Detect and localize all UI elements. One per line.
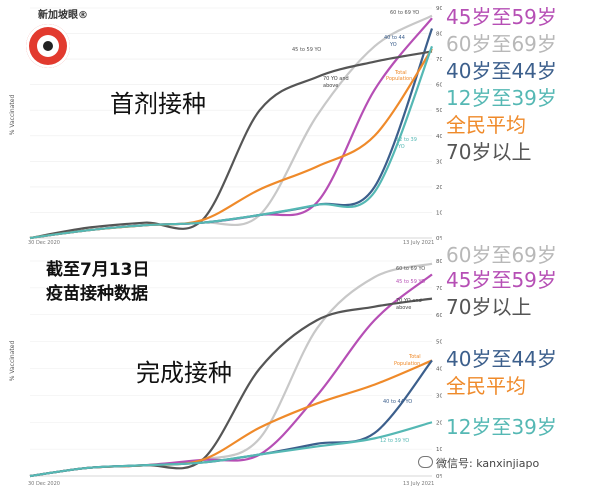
y-tick-label: 80% xyxy=(436,32,442,38)
legend-item: 70岁以上 xyxy=(446,295,532,319)
first-dose-chart: % Vaccinated 0% 10% 20% 30% 40% 50% 60% 70% 80% 9… xyxy=(0,0,442,251)
legend-item: 全民平均 xyxy=(446,113,526,137)
y-tick-label: 90% xyxy=(436,6,442,12)
label-70-b: above xyxy=(396,305,411,311)
first-dose-chart-svg: % Vaccinated 0% 10% 20% 30% 40% 50% 60% 70% 80% 9… xyxy=(9,6,442,246)
legend-item: 45岁至59岁 xyxy=(446,5,557,29)
label-total-b: Population xyxy=(386,76,412,82)
full-dose-chart-svg: % Vaccinated 0%10%20%30%40%50%60%70%80% … xyxy=(9,259,442,487)
label-total-b: Population xyxy=(394,361,420,367)
series-line-12-to-39-yo xyxy=(29,421,433,478)
series-line-total-population xyxy=(29,48,433,240)
y-tick-label: 70% xyxy=(436,286,442,292)
logo-text: 新加坡眼® xyxy=(38,10,88,21)
caption-line-2: 疫苗接种数据 xyxy=(46,284,148,304)
series-line-12-to-39-yo xyxy=(29,45,434,240)
y-tick-label: 0% xyxy=(436,236,442,242)
y-tick-label: 20% xyxy=(436,420,442,426)
y-tick-label: 20% xyxy=(436,185,442,191)
x-start-label: 30 Dec 2020 xyxy=(28,481,60,487)
y-tick-label: 0% xyxy=(436,474,442,480)
x-end-label: 13 July 2021 xyxy=(403,240,434,246)
y-tick-label: 80% xyxy=(436,259,442,265)
y-tick-label: 30% xyxy=(436,159,442,165)
y-tick-label: 60% xyxy=(436,83,442,89)
y-tick-label: 10% xyxy=(436,447,442,453)
legend-item: 40岁至44岁 xyxy=(446,59,557,83)
series-line-70-yo-and-above xyxy=(29,50,433,240)
y-tick-label: 60% xyxy=(436,313,442,319)
legend-item: 70岁以上 xyxy=(446,140,532,164)
label-40-44-a: 40 to 44 xyxy=(384,35,405,41)
label-70-b: above xyxy=(323,83,338,89)
y-tick-label: 40% xyxy=(436,367,442,373)
label-70-a: 70 YO and xyxy=(396,298,422,304)
legend-item: 全民平均 xyxy=(446,374,526,398)
legend-item: 12岁至39岁 xyxy=(446,415,557,439)
label-total-a: Total xyxy=(408,354,421,360)
caption: 截至7月13日 疫苗接种数据 xyxy=(46,258,150,306)
legend-item: 45岁至59岁 xyxy=(446,268,557,292)
y-tick-label: 30% xyxy=(436,393,442,399)
label-70-a: 70 YO and xyxy=(323,76,349,82)
label-60-69: 60 to 69 YO xyxy=(390,10,419,16)
label-total-a: Total xyxy=(394,70,407,76)
x-end-label: 13 July 2021 xyxy=(403,481,434,487)
y-axis-label: % Vaccinated xyxy=(9,341,16,382)
label-12-39-a: 12 to 39 xyxy=(396,137,417,143)
label-40-44: 40 to 44 YO xyxy=(383,399,412,405)
label-60-69: 60 to 69 YO xyxy=(396,266,425,272)
y-tick-label: 70% xyxy=(436,57,442,63)
y-tick-label: 50% xyxy=(436,340,442,346)
full-dose-title: 完成接种 xyxy=(136,359,232,387)
label-45-59: 45 to 59 YO xyxy=(292,47,321,53)
y-tick-label: 10% xyxy=(436,210,442,216)
wechat-watermark: 微信号: kanxinjiapo xyxy=(418,455,539,471)
legend-item: 60岁至69岁 xyxy=(446,243,557,267)
x-start-label: 30 Dec 2020 xyxy=(28,240,60,246)
label-40-44-b: YO xyxy=(389,42,397,48)
label-12-39-b: YO xyxy=(397,144,405,150)
y-tick-label: 40% xyxy=(436,134,442,140)
logo xyxy=(26,24,70,68)
first-dose-title: 首剂接种 xyxy=(110,90,206,118)
legend-item: 60岁至69岁 xyxy=(446,32,557,56)
y-axis-label: % Vaccinated xyxy=(9,95,16,136)
y-tick-label: 50% xyxy=(436,108,442,114)
label-45-59: 45 to 59 YO xyxy=(396,279,425,285)
legend-item: 40岁至44岁 xyxy=(446,347,557,371)
legend-item: 12岁至39岁 xyxy=(446,86,557,110)
wechat-icon xyxy=(418,456,433,468)
label-12-39: 12 to 39 YO xyxy=(380,438,409,444)
caption-line-1: 截至7月13日 xyxy=(46,260,150,280)
watermark-text: 微信号: kanxinjiapo xyxy=(436,457,540,470)
full-dose-chart: % Vaccinated 0%10%20%30%40%50%60%70%80% … xyxy=(0,251,442,489)
